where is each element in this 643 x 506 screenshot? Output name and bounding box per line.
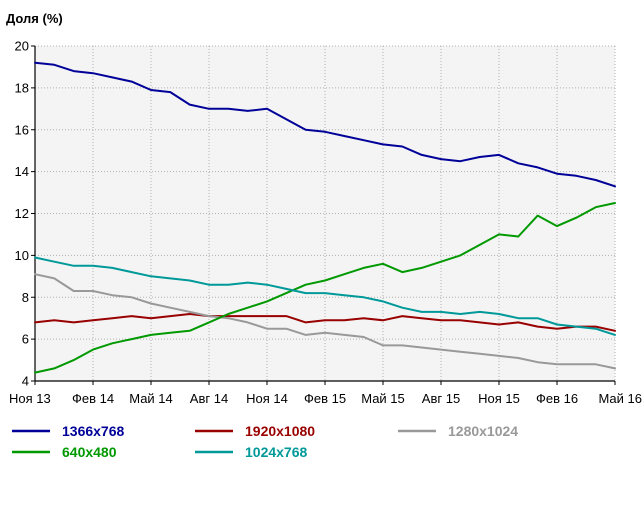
x-tick-label: Ноя 13 bbox=[9, 391, 51, 406]
legend-label: 1366x768 bbox=[62, 423, 125, 439]
series-line-1280x1024 bbox=[34, 273, 616, 370]
legend-label: 640x480 bbox=[62, 444, 117, 460]
legend-label: 1920x1080 bbox=[245, 423, 315, 439]
y-tick-label: 8 bbox=[22, 290, 29, 305]
series-line-640x480 bbox=[34, 202, 616, 374]
series-line-1920x1080 bbox=[34, 313, 616, 332]
x-tick-label: Ноя 14 bbox=[246, 391, 288, 406]
y-tick-label: 20 bbox=[15, 39, 29, 54]
y-axis-label: Доля (%) bbox=[6, 11, 63, 26]
y-tick-label: 12 bbox=[15, 206, 29, 221]
legend-label: 1024x768 bbox=[245, 444, 308, 460]
series-line-1024x768 bbox=[34, 256, 616, 336]
x-tick-label: Ноя 15 bbox=[478, 391, 520, 406]
x-tick-label: Май 15 bbox=[361, 391, 405, 406]
axes: 4 6 8 10 12 14 16 18 20 Ноя 13 Фев 14 Май 14 Авг 14 Н… bbox=[9, 39, 642, 407]
y-tick-label: 16 bbox=[15, 122, 29, 137]
legend: 1366x768 1920x1080 1280x1024 640x480 1024x76… bbox=[12, 423, 518, 460]
x-tick-label: Фев 15 bbox=[304, 391, 346, 406]
x-tick-label: Авг 14 bbox=[190, 391, 228, 406]
x-tick-label: Май 14 bbox=[129, 391, 173, 406]
y-tick-label: 18 bbox=[15, 80, 29, 95]
x-tick-label: Май 16 bbox=[598, 391, 642, 406]
x-tick-label: Фев 16 bbox=[536, 391, 578, 406]
y-tick-label: 4 bbox=[22, 374, 29, 389]
x-tick-label: Фев 14 bbox=[72, 391, 114, 406]
series-line-1366x768 bbox=[34, 61, 616, 188]
y-tick-label: 14 bbox=[15, 164, 29, 179]
y-tick-label: 6 bbox=[22, 332, 29, 347]
series-lines bbox=[34, 61, 616, 374]
legend-label: 1280x1024 bbox=[448, 423, 518, 439]
y-tick-label: 10 bbox=[15, 248, 29, 263]
x-tick-label: Авг 15 bbox=[422, 391, 460, 406]
